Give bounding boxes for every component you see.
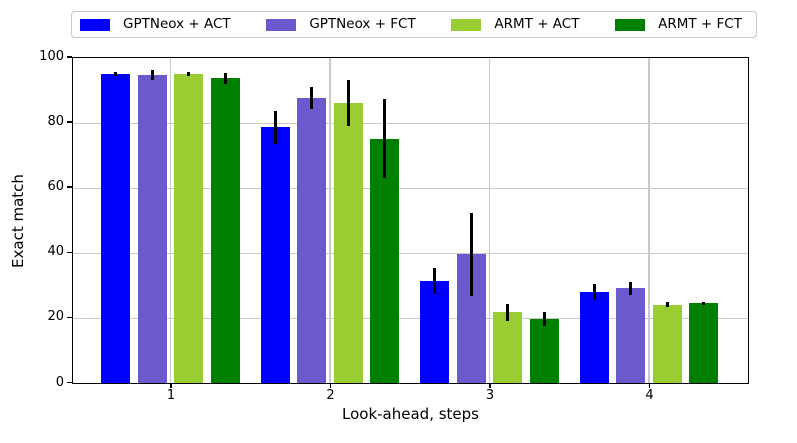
bar xyxy=(260,127,290,383)
y-tick-mark xyxy=(67,251,72,254)
bar xyxy=(616,288,646,383)
x-tick-label: 4 xyxy=(645,388,654,403)
legend-label: ARMT + ACT xyxy=(494,15,580,32)
bar xyxy=(210,78,240,383)
x-tick-mark xyxy=(329,383,332,388)
x-gridline xyxy=(169,58,172,383)
y-tick-label: 100 xyxy=(39,49,64,64)
legend-item: ARMT + FCT xyxy=(615,15,742,32)
error-bar xyxy=(310,87,314,109)
y-tick-label: 60 xyxy=(47,179,64,195)
x-gridline xyxy=(648,58,650,383)
bar xyxy=(689,303,719,383)
legend-label: GPTNeox + FCT xyxy=(309,15,416,32)
error-bar xyxy=(223,72,227,84)
plot-area xyxy=(72,57,749,384)
error-bar xyxy=(629,281,633,296)
error-bar xyxy=(273,110,277,144)
y-tick-label: 80 xyxy=(47,114,64,130)
y-tick-mark xyxy=(67,186,72,188)
error-bar xyxy=(150,70,154,81)
error-bar xyxy=(469,212,473,296)
error-bar xyxy=(346,79,350,127)
bar xyxy=(370,138,400,383)
bar xyxy=(579,291,609,383)
bar xyxy=(333,103,363,383)
bar xyxy=(101,73,131,383)
error-bar xyxy=(592,283,596,300)
legend-item: GPTNeox + FCT xyxy=(266,15,416,32)
y-gridline xyxy=(73,317,748,319)
legend-swatch-icon xyxy=(266,18,297,31)
legend-item: GPTNeox + ACT xyxy=(80,15,231,32)
y-tick-mark xyxy=(67,56,72,58)
y-tick-label: 0 xyxy=(55,374,64,390)
bar xyxy=(529,319,559,383)
legend-label: ARMT + FCT xyxy=(658,15,742,32)
bar xyxy=(493,312,523,383)
x-axis-label: Look-ahead, steps xyxy=(342,405,479,423)
bar xyxy=(420,280,450,383)
bar xyxy=(174,73,204,383)
legend-swatch-icon xyxy=(615,18,646,31)
y-gridline xyxy=(73,188,748,190)
x-tick-mark xyxy=(170,383,172,388)
x-gridline xyxy=(329,58,331,383)
error-bar xyxy=(383,99,387,179)
legend-swatch-icon xyxy=(80,18,110,31)
bar xyxy=(137,75,167,383)
x-tick-label: 1 xyxy=(166,388,176,403)
y-tick-label: 40 xyxy=(47,244,64,260)
legend: GPTNeox + ACT GPTNeox + FCT ARMT + ACT ARMT… xyxy=(71,11,757,38)
x-tick-mark xyxy=(648,383,651,388)
error-bar xyxy=(506,303,510,322)
error-bar xyxy=(542,312,546,326)
x-gridline xyxy=(488,58,491,383)
legend-item: ARMT + ACT xyxy=(451,15,580,32)
y-tick-mark xyxy=(67,381,72,384)
x-tick-label: 3 xyxy=(485,388,495,403)
error-bar xyxy=(665,302,669,308)
legend-swatch-icon xyxy=(451,18,482,31)
legend-label: GPTNeox + ACT xyxy=(123,15,231,32)
bar xyxy=(652,304,682,383)
y-tick-mark xyxy=(67,121,72,123)
error-bar xyxy=(702,301,706,305)
error-bar xyxy=(433,268,437,294)
error-bar xyxy=(114,71,118,76)
bar xyxy=(297,97,327,383)
x-tick-mark xyxy=(489,383,491,388)
y-tick-mark xyxy=(67,316,72,319)
y-gridline xyxy=(73,252,748,254)
x-tick-label: 2 xyxy=(326,388,335,403)
error-bar xyxy=(187,71,191,76)
y-gridline xyxy=(73,123,748,125)
y-tick-label: 20 xyxy=(47,309,64,325)
